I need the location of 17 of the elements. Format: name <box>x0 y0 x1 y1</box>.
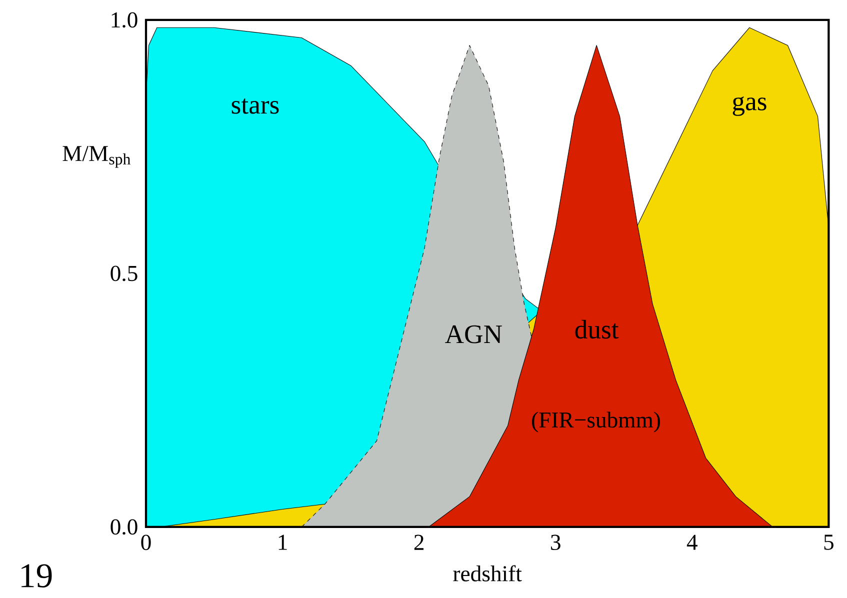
series-label: stars <box>232 98 279 114</box>
y-axis-title: M/M$_{sph}$ <box>62 146 130 168</box>
annotation: (FIR−submm) <box>532 412 660 432</box>
series-label: AGN <box>445 325 502 344</box>
x-tick-label: 5 <box>824 534 834 550</box>
y-tick-label: 0.5 <box>110 266 138 282</box>
y-tick-label: 1.0 <box>112 12 138 28</box>
x-tick-label: 2 <box>414 534 424 550</box>
y-tick-label: 0.0 <box>110 519 138 535</box>
series-label: dust <box>575 320 619 339</box>
series-label: gas <box>732 96 766 116</box>
x-tick-label: 1 <box>278 534 287 550</box>
x-tick-label: 3 <box>551 534 560 550</box>
text: 19 <box>22 564 52 588</box>
x-tick-label: 0 <box>141 534 151 550</box>
x-tick-label: 4 <box>686 534 698 550</box>
x-axis-title: redshift <box>453 565 522 582</box>
